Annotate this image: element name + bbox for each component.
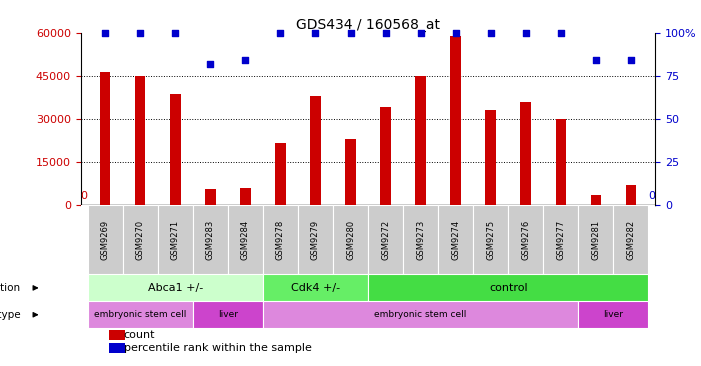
Bar <box>578 205 613 274</box>
Bar <box>556 119 566 205</box>
Bar <box>473 205 508 274</box>
Text: GSM9278: GSM9278 <box>276 220 285 260</box>
Bar <box>626 185 637 205</box>
Bar <box>578 301 648 328</box>
Text: liver: liver <box>218 310 238 319</box>
Bar <box>416 76 426 205</box>
Text: GSM9273: GSM9273 <box>416 220 425 260</box>
Bar <box>205 189 216 205</box>
Bar <box>403 205 438 274</box>
Bar <box>263 205 298 274</box>
Text: Abca1 +/-: Abca1 +/- <box>148 283 203 293</box>
Text: embryonic stem cell: embryonic stem cell <box>94 310 186 319</box>
Bar <box>193 301 263 328</box>
Bar <box>310 96 320 205</box>
Bar <box>158 205 193 274</box>
Text: GSM9274: GSM9274 <box>451 220 460 259</box>
Title: GDS434 / 160568_at: GDS434 / 160568_at <box>296 18 440 32</box>
Bar <box>451 36 461 205</box>
Text: GSM9275: GSM9275 <box>486 220 495 259</box>
Text: embryonic stem cell: embryonic stem cell <box>374 310 467 319</box>
Text: GSM9271: GSM9271 <box>171 220 179 259</box>
Point <box>625 57 637 63</box>
Point <box>380 30 391 36</box>
Bar <box>381 107 391 205</box>
Text: GSM9283: GSM9283 <box>206 220 215 260</box>
Point <box>240 57 251 63</box>
Text: Cdk4 +/-: Cdk4 +/- <box>291 283 340 293</box>
Bar <box>263 301 578 328</box>
Bar <box>275 143 286 205</box>
Bar <box>333 205 368 274</box>
Text: control: control <box>489 283 528 293</box>
Bar <box>613 205 648 274</box>
Point <box>485 30 496 36</box>
Bar <box>123 205 158 274</box>
Bar <box>100 72 111 205</box>
Bar <box>88 301 193 328</box>
Point <box>100 30 111 36</box>
Bar <box>346 139 356 205</box>
Bar <box>368 274 648 301</box>
Text: GSM9276: GSM9276 <box>522 220 530 260</box>
Bar <box>170 94 181 205</box>
Bar <box>521 102 531 205</box>
Bar <box>543 205 578 274</box>
Point <box>555 30 566 36</box>
Point <box>205 61 216 67</box>
Point <box>135 30 146 36</box>
Text: GSM9277: GSM9277 <box>557 220 565 260</box>
Point <box>520 30 531 36</box>
Text: percentile rank within the sample: percentile rank within the sample <box>124 343 312 353</box>
Point <box>415 30 426 36</box>
Bar <box>263 274 368 301</box>
Bar <box>135 76 146 205</box>
Bar <box>240 187 251 205</box>
Text: count: count <box>124 330 155 340</box>
Text: GSM9269: GSM9269 <box>101 220 109 259</box>
Bar <box>109 330 125 340</box>
Text: genotype/variation: genotype/variation <box>0 283 20 293</box>
Bar <box>485 110 496 205</box>
Bar <box>88 205 123 274</box>
Bar <box>88 274 263 301</box>
Text: GSM9281: GSM9281 <box>592 220 600 259</box>
Text: cell type: cell type <box>0 310 20 320</box>
Text: 0: 0 <box>81 191 88 201</box>
Point <box>450 30 461 36</box>
Point <box>345 30 356 36</box>
Bar <box>298 205 333 274</box>
Text: GSM9284: GSM9284 <box>241 220 250 259</box>
Point <box>590 57 601 63</box>
Bar <box>438 205 473 274</box>
Bar <box>228 205 263 274</box>
Bar <box>591 195 601 205</box>
Text: liver: liver <box>604 310 623 319</box>
Text: GSM9282: GSM9282 <box>627 220 635 259</box>
Bar <box>368 205 403 274</box>
Text: GSM9270: GSM9270 <box>136 220 144 259</box>
Text: GSM9279: GSM9279 <box>311 220 320 259</box>
Text: GSM9272: GSM9272 <box>381 220 390 259</box>
Point <box>170 30 181 36</box>
Text: 0: 0 <box>648 191 655 201</box>
Point <box>310 30 321 36</box>
Text: GSM9280: GSM9280 <box>346 220 355 259</box>
Bar <box>109 343 125 353</box>
Bar <box>508 205 543 274</box>
Bar <box>193 205 228 274</box>
Point <box>275 30 286 36</box>
